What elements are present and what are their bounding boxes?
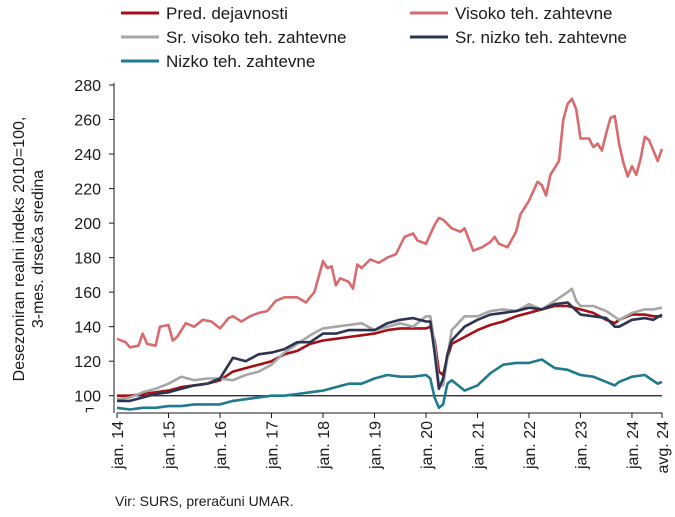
- y-tick-label: 160: [74, 285, 101, 302]
- y-tick-label: 140: [74, 320, 101, 337]
- legend-label: Pred. dejavnosti: [166, 4, 288, 23]
- legend: Pred. dejavnosti Visoko teh. zahtevne Sr. …: [121, 4, 627, 71]
- y-axis: 100 120 140 160 180 200 220 240 260 280: [74, 78, 662, 413]
- legend-label: Sr. visoko teh. zahtevne: [166, 28, 347, 47]
- y-axis-title-line: 3-mes. drseča sredina: [30, 170, 47, 328]
- series-line: [116, 287, 663, 401]
- x-tick-label: jan. 17: [264, 421, 281, 470]
- x-tick-label: jan. 19: [367, 421, 384, 470]
- y-tick-label: 240: [74, 147, 101, 164]
- legend-label: Visoko teh. zahtevne: [455, 4, 613, 23]
- legend-label: Nizko teh. zahtevne: [166, 52, 315, 71]
- y-axis-title-line: Desezoniran realni indeks 2010=100,: [11, 117, 28, 382]
- x-tick-label: jan. 23: [573, 421, 590, 470]
- x-tick-label: jan. 21: [470, 421, 487, 470]
- x-tick-label: jan. 24: [625, 421, 642, 470]
- series-lines: [116, 97, 664, 411]
- series-line: [116, 97, 664, 349]
- x-tick-label: jan. 20: [419, 421, 436, 470]
- y-tick-label: 180: [74, 251, 101, 268]
- y-tick-label: 260: [74, 113, 101, 130]
- y-tick-label: 280: [74, 78, 101, 95]
- x-tick-label: jan. 16: [213, 421, 230, 470]
- y-tick-label: 220: [74, 182, 101, 199]
- y-tick-label: 100: [74, 389, 101, 406]
- x-tick-label: jan. 22: [522, 421, 539, 470]
- x-tick-label: jan. 14: [110, 421, 127, 470]
- axis-break-symbol: ⌐: [85, 401, 94, 418]
- y-tick-label: 120: [74, 354, 101, 371]
- x-tick-label: avg. 24: [655, 421, 672, 474]
- source-note: Vir: SURS, preračuni UMAR.: [115, 493, 294, 509]
- series-line: [117, 304, 662, 397]
- series-line: [116, 358, 663, 411]
- legend-label: Sr. nizko teh. zahtevne: [455, 28, 627, 47]
- x-axis: jan. 14 jan. 15 jan. 16 jan. 17 jan. 18 jan. …: [110, 412, 672, 474]
- x-tick-label: jan. 15: [161, 421, 178, 470]
- x-tick-label: jan. 18: [316, 421, 333, 470]
- series-line: [117, 301, 663, 403]
- y-axis-title: Desezoniran realni indeks 2010=100, 3-mes…: [11, 117, 47, 382]
- y-tick-label: 200: [74, 216, 101, 233]
